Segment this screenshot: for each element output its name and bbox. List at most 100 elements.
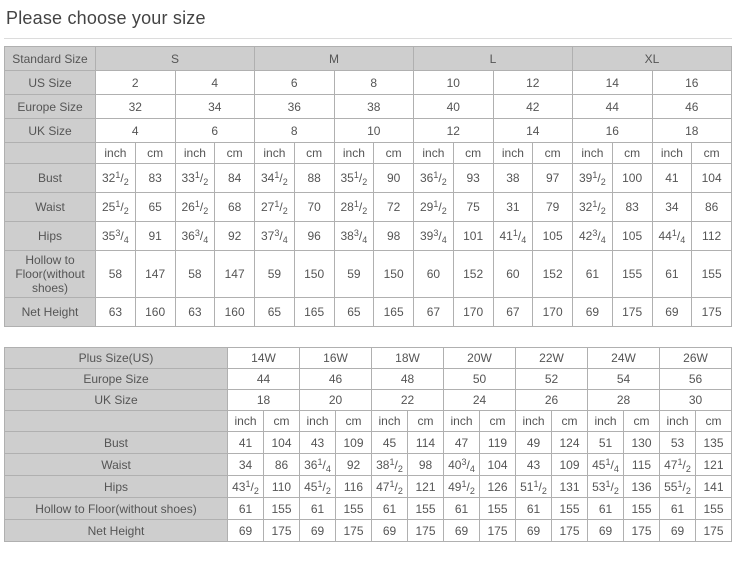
measure-cm-cell: 175: [695, 519, 732, 542]
corner-cell: Standard Size: [4, 46, 96, 71]
plus-size-table: Plus Size(US) 14W 16W 18W 20W 22W 24W 26W Europe…: [4, 347, 732, 542]
page-title: Please choose your size: [6, 8, 206, 28]
measure-inch-cell: 65: [333, 297, 375, 327]
unit-cell-cm: cm: [293, 142, 335, 164]
size-value-cell: 36: [254, 94, 335, 119]
size-value-cell: 6: [254, 70, 335, 95]
size-value-cell: 30: [659, 389, 732, 411]
measure-cm-cell: 160: [134, 297, 176, 327]
size-value-cell: 4: [174, 70, 255, 95]
row-label: Europe Size: [4, 94, 96, 119]
measure-inch-cell: 34: [227, 453, 264, 476]
measure-cm-cell: 170: [452, 297, 494, 327]
size-value-cell: 20W: [443, 347, 516, 369]
measure-inch-cell: 551/2: [659, 475, 696, 498]
measure-cm-cell: 175: [335, 519, 372, 542]
measure-cm-cell: 136: [623, 475, 660, 498]
measure-cm-cell: 84: [214, 163, 255, 193]
size-value-cell: 14W: [227, 347, 300, 369]
measure-cm-cell: 126: [479, 475, 516, 498]
row-label: Hollow to Floor(without shoes): [4, 250, 96, 298]
measure-cm-cell: 109: [551, 453, 588, 476]
row-label-empty: [4, 410, 228, 432]
measure-inch-cell: 381/2: [371, 453, 408, 476]
measure-inch-cell: 69: [515, 519, 552, 542]
measure-cm-cell: 147: [134, 250, 176, 298]
measure-inch-cell: 41: [651, 163, 693, 193]
measure-inch-cell: 61: [515, 497, 552, 520]
size-value-cell: 42: [492, 94, 573, 119]
measure-cm-cell: 131: [551, 475, 588, 498]
size-value-cell: 22: [371, 389, 444, 411]
unit-cell-inch: inch: [659, 410, 696, 432]
measure-inch-cell: 61: [572, 250, 613, 298]
unit-cell-cm: cm: [373, 142, 414, 164]
measure-cm-cell: 86: [263, 453, 300, 476]
measure-cm-cell: 175: [611, 297, 653, 327]
measure-inch-cell: 58: [95, 250, 136, 298]
measure-inch-cell: 351/2: [333, 163, 375, 193]
size-value-cell: 16W: [299, 347, 372, 369]
row-label-empty: [4, 142, 96, 164]
measure-cm-cell: 152: [532, 250, 573, 298]
measure-cm-cell: 119: [479, 431, 516, 454]
measure-inch-cell: 61: [651, 250, 693, 298]
measure-inch-cell: 43: [515, 453, 552, 476]
measure-cm-cell: 160: [214, 297, 255, 327]
unit-cell-cm: cm: [263, 410, 300, 432]
measure-cm-cell: 92: [214, 221, 255, 251]
measure-cm-cell: 155: [335, 497, 372, 520]
measure-inch-cell: 251/2: [95, 192, 136, 222]
measure-cm-cell: 135: [695, 431, 732, 454]
row-label: Waist: [4, 453, 228, 476]
measure-inch-cell: 61: [659, 497, 696, 520]
unit-cell-cm: cm: [623, 410, 660, 432]
size-value-cell: 56: [659, 368, 732, 390]
measure-inch-cell: 63: [95, 297, 136, 327]
unit-cell-cm: cm: [691, 142, 732, 164]
measure-inch-cell: 69: [659, 519, 696, 542]
measure-inch-cell: 361/2: [413, 163, 454, 193]
size-value-cell: 18W: [371, 347, 444, 369]
size-value-cell: 46: [651, 94, 732, 119]
measure-cm-cell: 175: [551, 519, 588, 542]
measure-cm-cell: 141: [695, 475, 732, 498]
unit-cell-inch: inch: [492, 142, 534, 164]
size-value-cell: 34: [174, 94, 255, 119]
measure-cm-cell: 96: [293, 221, 335, 251]
measure-cm-cell: 88: [293, 163, 335, 193]
measure-inch-cell: 38: [492, 163, 534, 193]
size-value-cell: 52: [515, 368, 588, 390]
unit-cell-cm: cm: [532, 142, 573, 164]
measure-cm-cell: 104: [691, 163, 732, 193]
measure-cm-cell: 124: [551, 431, 588, 454]
measure-inch-cell: 393/4: [413, 221, 454, 251]
row-label: Plus Size(US): [4, 347, 228, 369]
measure-inch-cell: 67: [492, 297, 534, 327]
size-value-cell: 26: [515, 389, 588, 411]
size-value-cell: 50: [443, 368, 516, 390]
measure-inch-cell: 363/4: [174, 221, 216, 251]
unit-cell-cm: cm: [479, 410, 516, 432]
size-group-header: S: [95, 46, 255, 71]
unit-cell-inch: inch: [651, 142, 693, 164]
measure-cm-cell: 90: [373, 163, 414, 193]
measure-cm-cell: 110: [263, 475, 300, 498]
measure-inch-cell: 61: [371, 497, 408, 520]
size-value-cell: 24: [443, 389, 516, 411]
measure-cm-cell: 155: [691, 250, 732, 298]
unit-cell-inch: inch: [443, 410, 480, 432]
measure-cm-cell: 175: [407, 519, 444, 542]
measure-cm-cell: 98: [373, 221, 414, 251]
measure-cm-cell: 105: [532, 221, 573, 251]
measure-cm-cell: 155: [623, 497, 660, 520]
measure-cm-cell: 114: [407, 431, 444, 454]
measure-cm-cell: 130: [623, 431, 660, 454]
row-label: UK Size: [4, 389, 228, 411]
measure-inch-cell: 65: [254, 297, 295, 327]
measure-inch-cell: 41: [227, 431, 264, 454]
measure-cm-cell: 68: [214, 192, 255, 222]
row-label: Waist: [4, 192, 96, 222]
measure-inch-cell: 51: [587, 431, 624, 454]
measure-cm-cell: 65: [134, 192, 176, 222]
